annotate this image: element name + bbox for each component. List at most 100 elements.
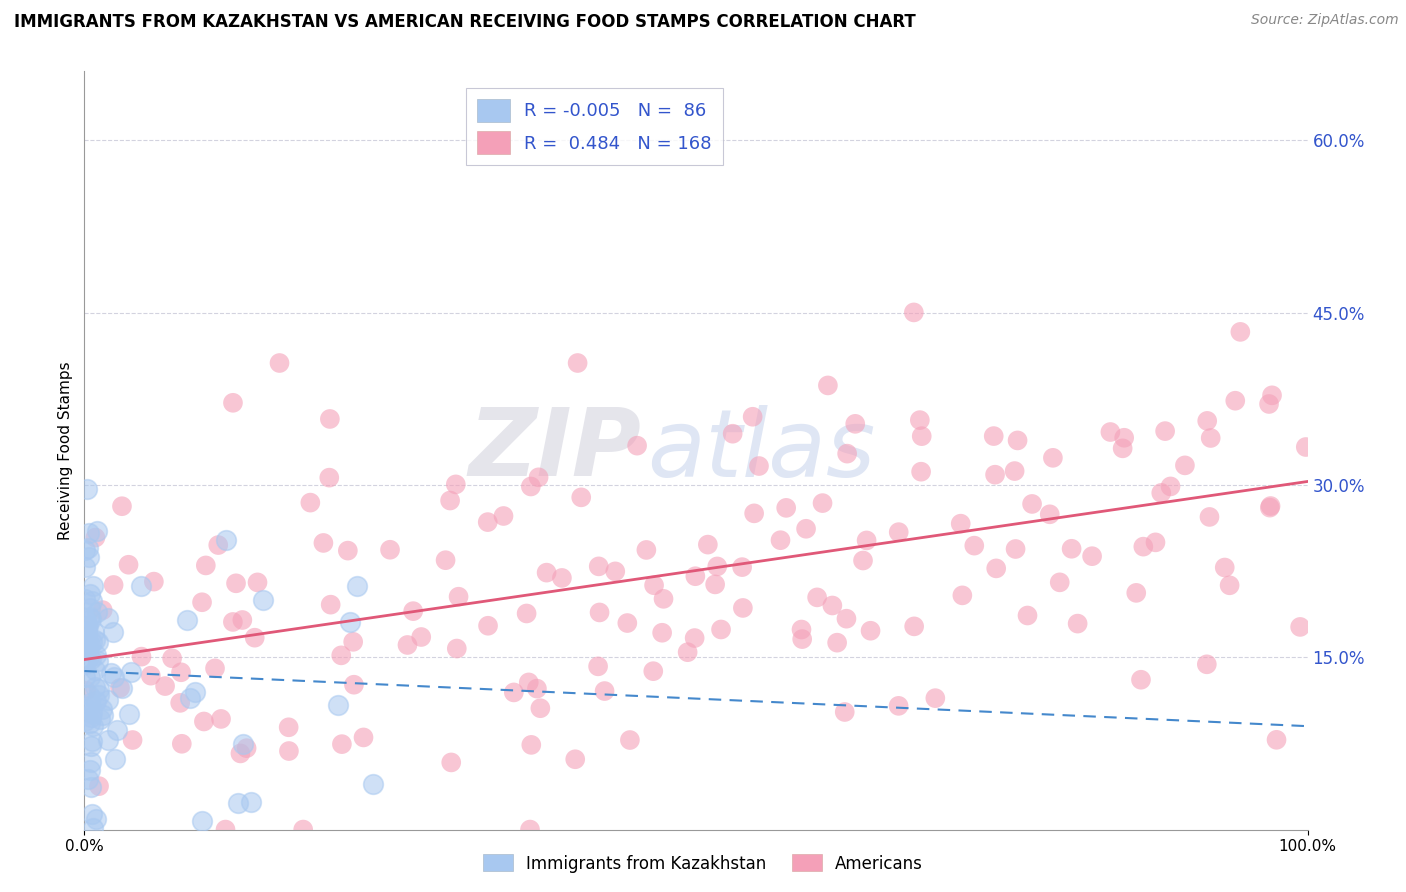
- Point: [79, 610, 101, 624]
- Point: [82, 822, 104, 836]
- Point: [103, 578, 125, 592]
- Point: [226, 796, 249, 810]
- Point: [83, 663, 105, 677]
- Point: [191, 595, 214, 609]
- Point: [564, 752, 586, 766]
- Point: [1225, 393, 1247, 408]
- Point: [748, 458, 770, 473]
- Point: [73, 657, 96, 671]
- Point: [82, 579, 104, 593]
- Point: [835, 612, 858, 626]
- Text: IMMIGRANTS FROM KAZAKHSTAN VS AMERICAN RECEIVING FOOD STAMPS CORRELATION CHART: IMMIGRANTS FROM KAZAKHSTAN VS AMERICAN R…: [14, 13, 915, 31]
- Point: [1060, 541, 1083, 556]
- Point: [76, 618, 98, 632]
- Point: [292, 822, 315, 837]
- Point: [402, 604, 425, 618]
- Point: [82, 594, 104, 608]
- Point: [89, 712, 111, 726]
- Point: [626, 439, 648, 453]
- Point: [837, 447, 859, 461]
- Point: [517, 675, 540, 690]
- Point: [246, 575, 269, 590]
- Point: [80, 635, 103, 649]
- Point: [825, 635, 848, 649]
- Point: [243, 631, 266, 645]
- Point: [887, 698, 910, 713]
- Point: [636, 543, 658, 558]
- Point: [319, 598, 342, 612]
- Point: [551, 571, 574, 585]
- Point: [80, 734, 103, 748]
- Point: [252, 593, 274, 607]
- Point: [834, 705, 856, 719]
- Point: [447, 590, 470, 604]
- Legend: R = -0.005   N =  86, R =  0.484   N = 168: R = -0.005 N = 86, R = 0.484 N = 168: [467, 88, 723, 165]
- Point: [87, 779, 110, 793]
- Point: [821, 599, 844, 613]
- Point: [111, 500, 134, 514]
- Point: [1021, 497, 1043, 511]
- Point: [79, 764, 101, 778]
- Point: [353, 731, 375, 745]
- Point: [142, 574, 165, 589]
- Point: [79, 696, 101, 710]
- Point: [73, 670, 96, 684]
- Point: [87, 688, 110, 702]
- Point: [1197, 414, 1219, 428]
- Point: [676, 645, 699, 659]
- Point: [77, 640, 100, 654]
- Point: [1004, 541, 1026, 556]
- Point: [79, 638, 101, 652]
- Point: [191, 814, 214, 828]
- Point: [1260, 499, 1282, 513]
- Point: [1261, 388, 1284, 402]
- Point: [396, 638, 419, 652]
- Point: [77, 526, 100, 541]
- Point: [742, 507, 765, 521]
- Point: [683, 631, 706, 645]
- Point: [129, 579, 152, 593]
- Point: [516, 607, 538, 621]
- Point: [319, 412, 342, 426]
- Point: [239, 795, 262, 809]
- Point: [1174, 458, 1197, 473]
- Point: [924, 691, 946, 706]
- Point: [526, 681, 548, 696]
- Point: [342, 635, 364, 649]
- Point: [1066, 616, 1088, 631]
- Point: [411, 630, 433, 644]
- Point: [169, 696, 191, 710]
- Point: [86, 694, 108, 708]
- Point: [439, 493, 461, 508]
- Point: [160, 651, 183, 665]
- Point: [330, 737, 353, 751]
- Point: [1295, 440, 1317, 454]
- Point: [277, 720, 299, 734]
- Point: [222, 396, 245, 410]
- Point: [84, 812, 107, 826]
- Point: [1130, 673, 1153, 687]
- Point: [194, 558, 217, 573]
- Point: [105, 723, 128, 737]
- Point: [1114, 431, 1136, 445]
- Point: [492, 508, 515, 523]
- Point: [346, 579, 368, 593]
- Point: [1042, 450, 1064, 465]
- Point: [89, 681, 111, 696]
- Point: [444, 477, 467, 491]
- Point: [139, 668, 162, 682]
- Point: [75, 714, 97, 728]
- Point: [643, 578, 665, 592]
- Point: [77, 549, 100, 564]
- Point: [170, 737, 193, 751]
- Point: [215, 533, 238, 547]
- Point: [844, 417, 866, 431]
- Point: [1039, 508, 1062, 522]
- Point: [855, 533, 877, 548]
- Point: [84, 648, 107, 662]
- Point: [312, 536, 335, 550]
- Point: [91, 701, 114, 715]
- Point: [1007, 434, 1029, 448]
- Point: [984, 467, 1007, 482]
- Point: [1195, 657, 1218, 672]
